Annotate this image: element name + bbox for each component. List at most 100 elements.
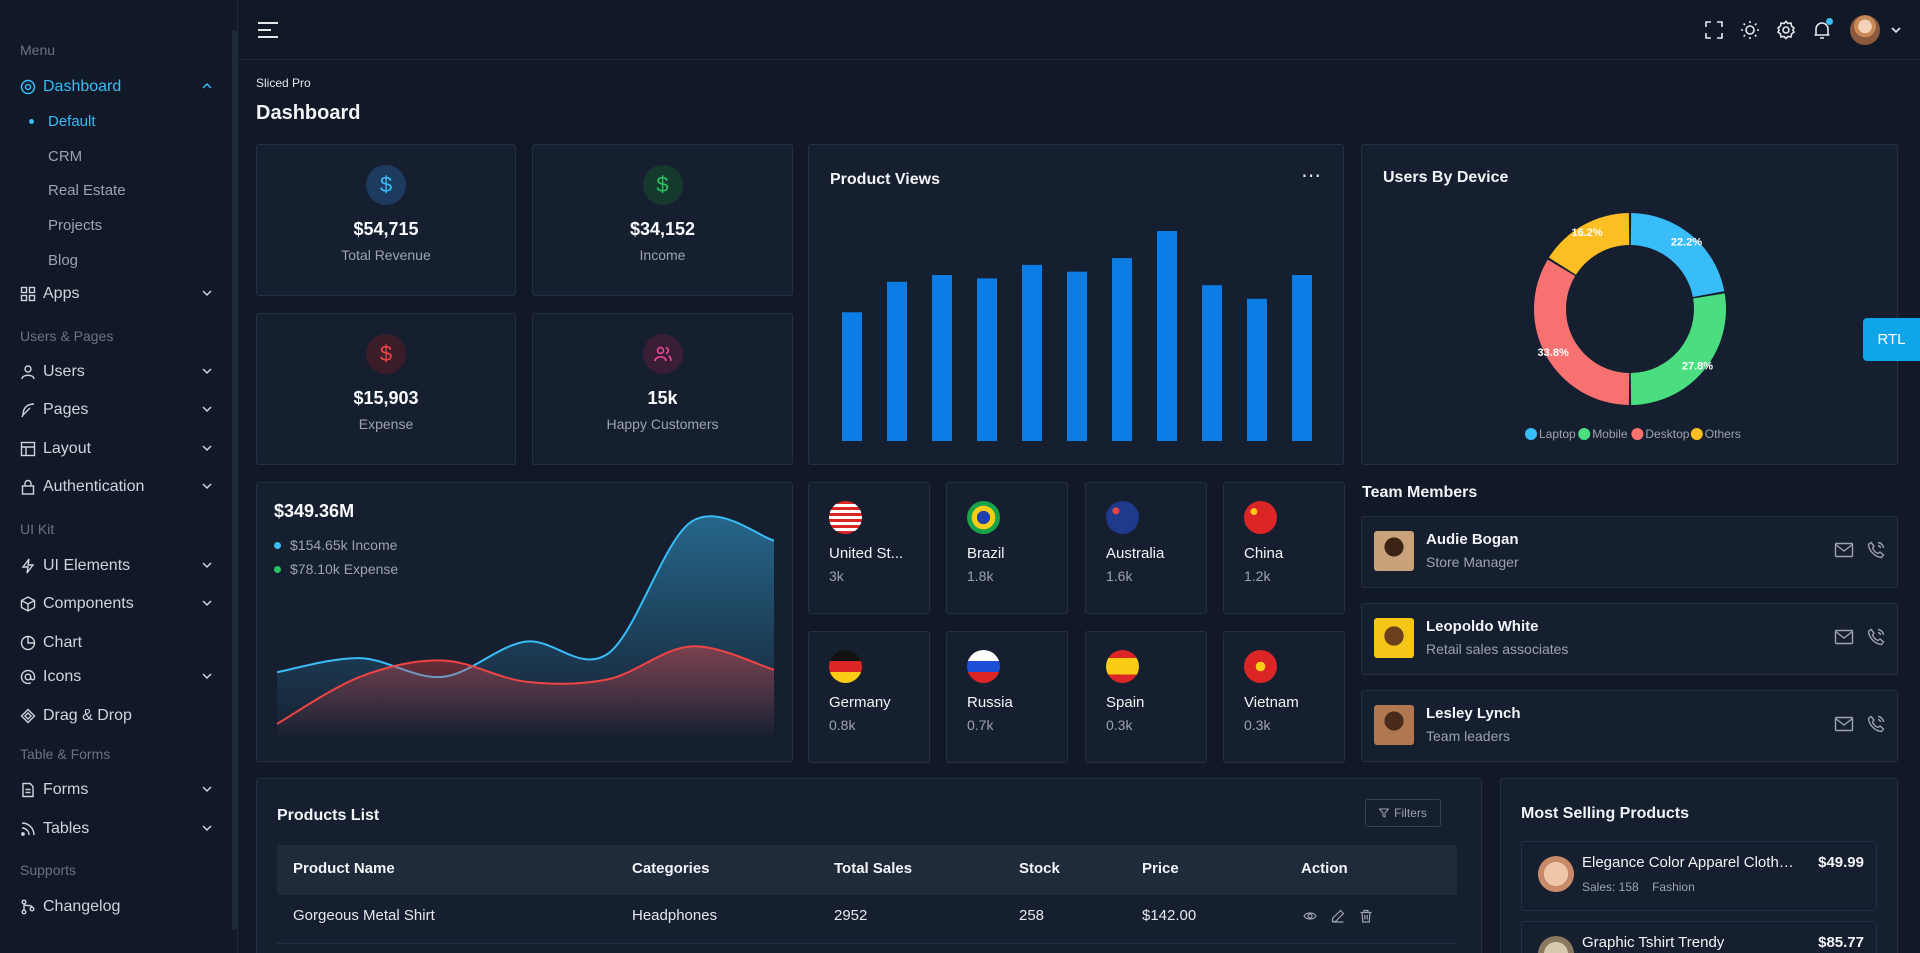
bar[interactable] — [1292, 275, 1312, 441]
country-value: 1.2k — [1244, 568, 1271, 584]
sidebar-item-tables[interactable]: Tables — [20, 815, 214, 843]
mail-icon[interactable] — [1834, 541, 1854, 559]
product-image — [1536, 936, 1576, 953]
edit-icon[interactable] — [1331, 909, 1345, 923]
sidebar-item-pages[interactable]: Pages — [20, 396, 214, 424]
member-name: Leopoldo White — [1426, 618, 1539, 635]
settings-button[interactable] — [1774, 18, 1798, 42]
bar[interactable] — [842, 312, 862, 441]
legend-label[interactable]: Others — [1705, 427, 1741, 441]
sidebar-item-label: Forms — [43, 781, 89, 798]
sidebar-sub-real-estate[interactable]: Real Estate — [48, 181, 126, 199]
sidebar-item-authentication[interactable]: Authentication — [20, 473, 214, 501]
member-name: Audie Bogan — [1426, 531, 1519, 548]
bar[interactable] — [1247, 298, 1267, 441]
sidebar-item-chart[interactable]: Chart — [20, 629, 214, 657]
sidebar-item-changelog[interactable]: Changelog — [20, 893, 214, 921]
theme-toggle-button[interactable] — [1738, 18, 1762, 42]
column-header[interactable]: Product Name — [293, 860, 395, 877]
country-card-china: China 1.2k — [1223, 482, 1345, 614]
legend-label[interactable]: Mobile — [1592, 427, 1628, 441]
bar[interactable] — [1022, 264, 1042, 441]
donut-slice-mobile[interactable] — [1630, 293, 1726, 405]
cell-category: Headphones — [632, 907, 718, 924]
sidebar-item-dashboard[interactable]: Dashboard — [20, 73, 214, 101]
sidebar-item-layout[interactable]: Layout — [20, 435, 214, 463]
country-value: 0.7k — [967, 717, 994, 733]
sidebar-sub-projects[interactable]: Projects — [48, 216, 103, 234]
product-category: Fashion — [1652, 880, 1695, 894]
user-avatar[interactable] — [1850, 15, 1880, 45]
phone-icon[interactable] — [1867, 541, 1887, 559]
mail-icon[interactable] — [1834, 628, 1854, 646]
profile-dropdown-button[interactable] — [1884, 18, 1908, 42]
sidebar-item-apps[interactable]: Apps — [20, 280, 214, 308]
trash-icon[interactable] — [1359, 909, 1373, 923]
bar[interactable] — [1202, 285, 1222, 441]
chevron-down-icon — [1889, 23, 1903, 37]
sidebar-item-drag-drop[interactable]: Drag & Drop — [20, 702, 214, 730]
product-name: Elegance Color Apparel Clothes ... — [1582, 854, 1802, 871]
bar[interactable] — [932, 275, 952, 441]
mail-icon[interactable] — [1834, 715, 1854, 733]
menu-toggle-button[interactable] — [256, 18, 280, 42]
column-header[interactable]: Total Sales — [834, 860, 913, 877]
sidebar-item-ui-elements[interactable]: UI Elements — [20, 552, 214, 580]
bar[interactable] — [887, 281, 907, 441]
bar[interactable] — [977, 278, 997, 441]
product-sales: Sales: 158 — [1582, 880, 1639, 894]
product-list-item[interactable]: Graphic Tshirt Trendy $85.77 — [1521, 921, 1877, 953]
chevron-down-icon — [200, 821, 214, 835]
eye-icon[interactable] — [1303, 909, 1317, 923]
donut-slice-desktop[interactable] — [1534, 259, 1630, 405]
breadcrumb[interactable]: Sliced Pro — [256, 76, 311, 90]
table-header: Product Name Categories Total Sales Stoc… — [277, 845, 1457, 895]
column-header[interactable]: Price — [1142, 860, 1179, 877]
phone-icon[interactable] — [1867, 715, 1887, 733]
stat-value: $34,152 — [629, 219, 696, 239]
slice-label: 22.2% — [1671, 237, 1702, 249]
legend-label: $78.10k Expense — [290, 561, 399, 577]
sidebar-item-icons[interactable]: Icons — [20, 663, 214, 691]
sidebar-item-users[interactable]: Users — [20, 358, 214, 386]
country-card-united-states: United St... 3k — [808, 482, 930, 614]
bar[interactable] — [1157, 231, 1177, 441]
sidebar-scrollbar[interactable] — [232, 30, 237, 930]
country-value: 0.3k — [1244, 717, 1271, 733]
united-states-flag-icon — [829, 501, 862, 534]
china-flag-icon — [1244, 501, 1277, 534]
expense-series-line[interactable] — [276, 645, 775, 725]
chevron-down-icon — [200, 441, 214, 455]
donut-slice-others[interactable] — [1548, 213, 1630, 275]
sidebar-item-components[interactable]: Components — [20, 590, 214, 618]
column-header[interactable]: Categories — [632, 860, 710, 877]
fullscreen-button[interactable] — [1702, 18, 1726, 42]
filters-button[interactable]: Filters — [1365, 799, 1441, 827]
member-role: Store Manager — [1426, 554, 1519, 570]
country-card-vietnam: Vietnam 0.3k — [1223, 631, 1345, 763]
cell-product-name: Gorgeous Metal Shirt — [293, 907, 435, 924]
bar[interactable] — [1067, 271, 1087, 441]
legend-dot — [274, 565, 281, 573]
sidebar-item-forms[interactable]: Forms — [20, 776, 214, 804]
legend-label[interactable]: Laptop — [1539, 427, 1576, 441]
country-value: 3k — [829, 568, 844, 584]
column-header[interactable]: Stock — [1019, 860, 1060, 877]
product-image — [1536, 856, 1576, 896]
notifications-button[interactable] — [1810, 18, 1834, 42]
column-header: Action — [1301, 860, 1348, 877]
donut-slice-laptop[interactable] — [1630, 213, 1725, 298]
sidebar-sub-default[interactable]: Default — [29, 109, 96, 133]
product-list-item[interactable]: Elegance Color Apparel Clothes ... Sales… — [1521, 841, 1877, 911]
income-series-line[interactable] — [276, 515, 775, 679]
legend-label[interactable]: Desktop — [1645, 427, 1689, 441]
legend-dot — [274, 541, 281, 549]
layers-icon — [20, 708, 36, 724]
more-options-button[interactable]: ⋯ — [1301, 165, 1321, 187]
users-by-device-donut-chart: 22.2% 27.8% 33.8% 16.2% Laptop Mobile Desktop O… — [1525, 213, 1741, 441]
sidebar-sub-blog[interactable]: Blog — [48, 251, 79, 269]
bar[interactable] — [1112, 258, 1132, 441]
rtl-toggle-button[interactable]: RTL — [1863, 318, 1920, 361]
sidebar-sub-crm[interactable]: CRM — [48, 147, 83, 165]
phone-icon[interactable] — [1867, 628, 1887, 646]
